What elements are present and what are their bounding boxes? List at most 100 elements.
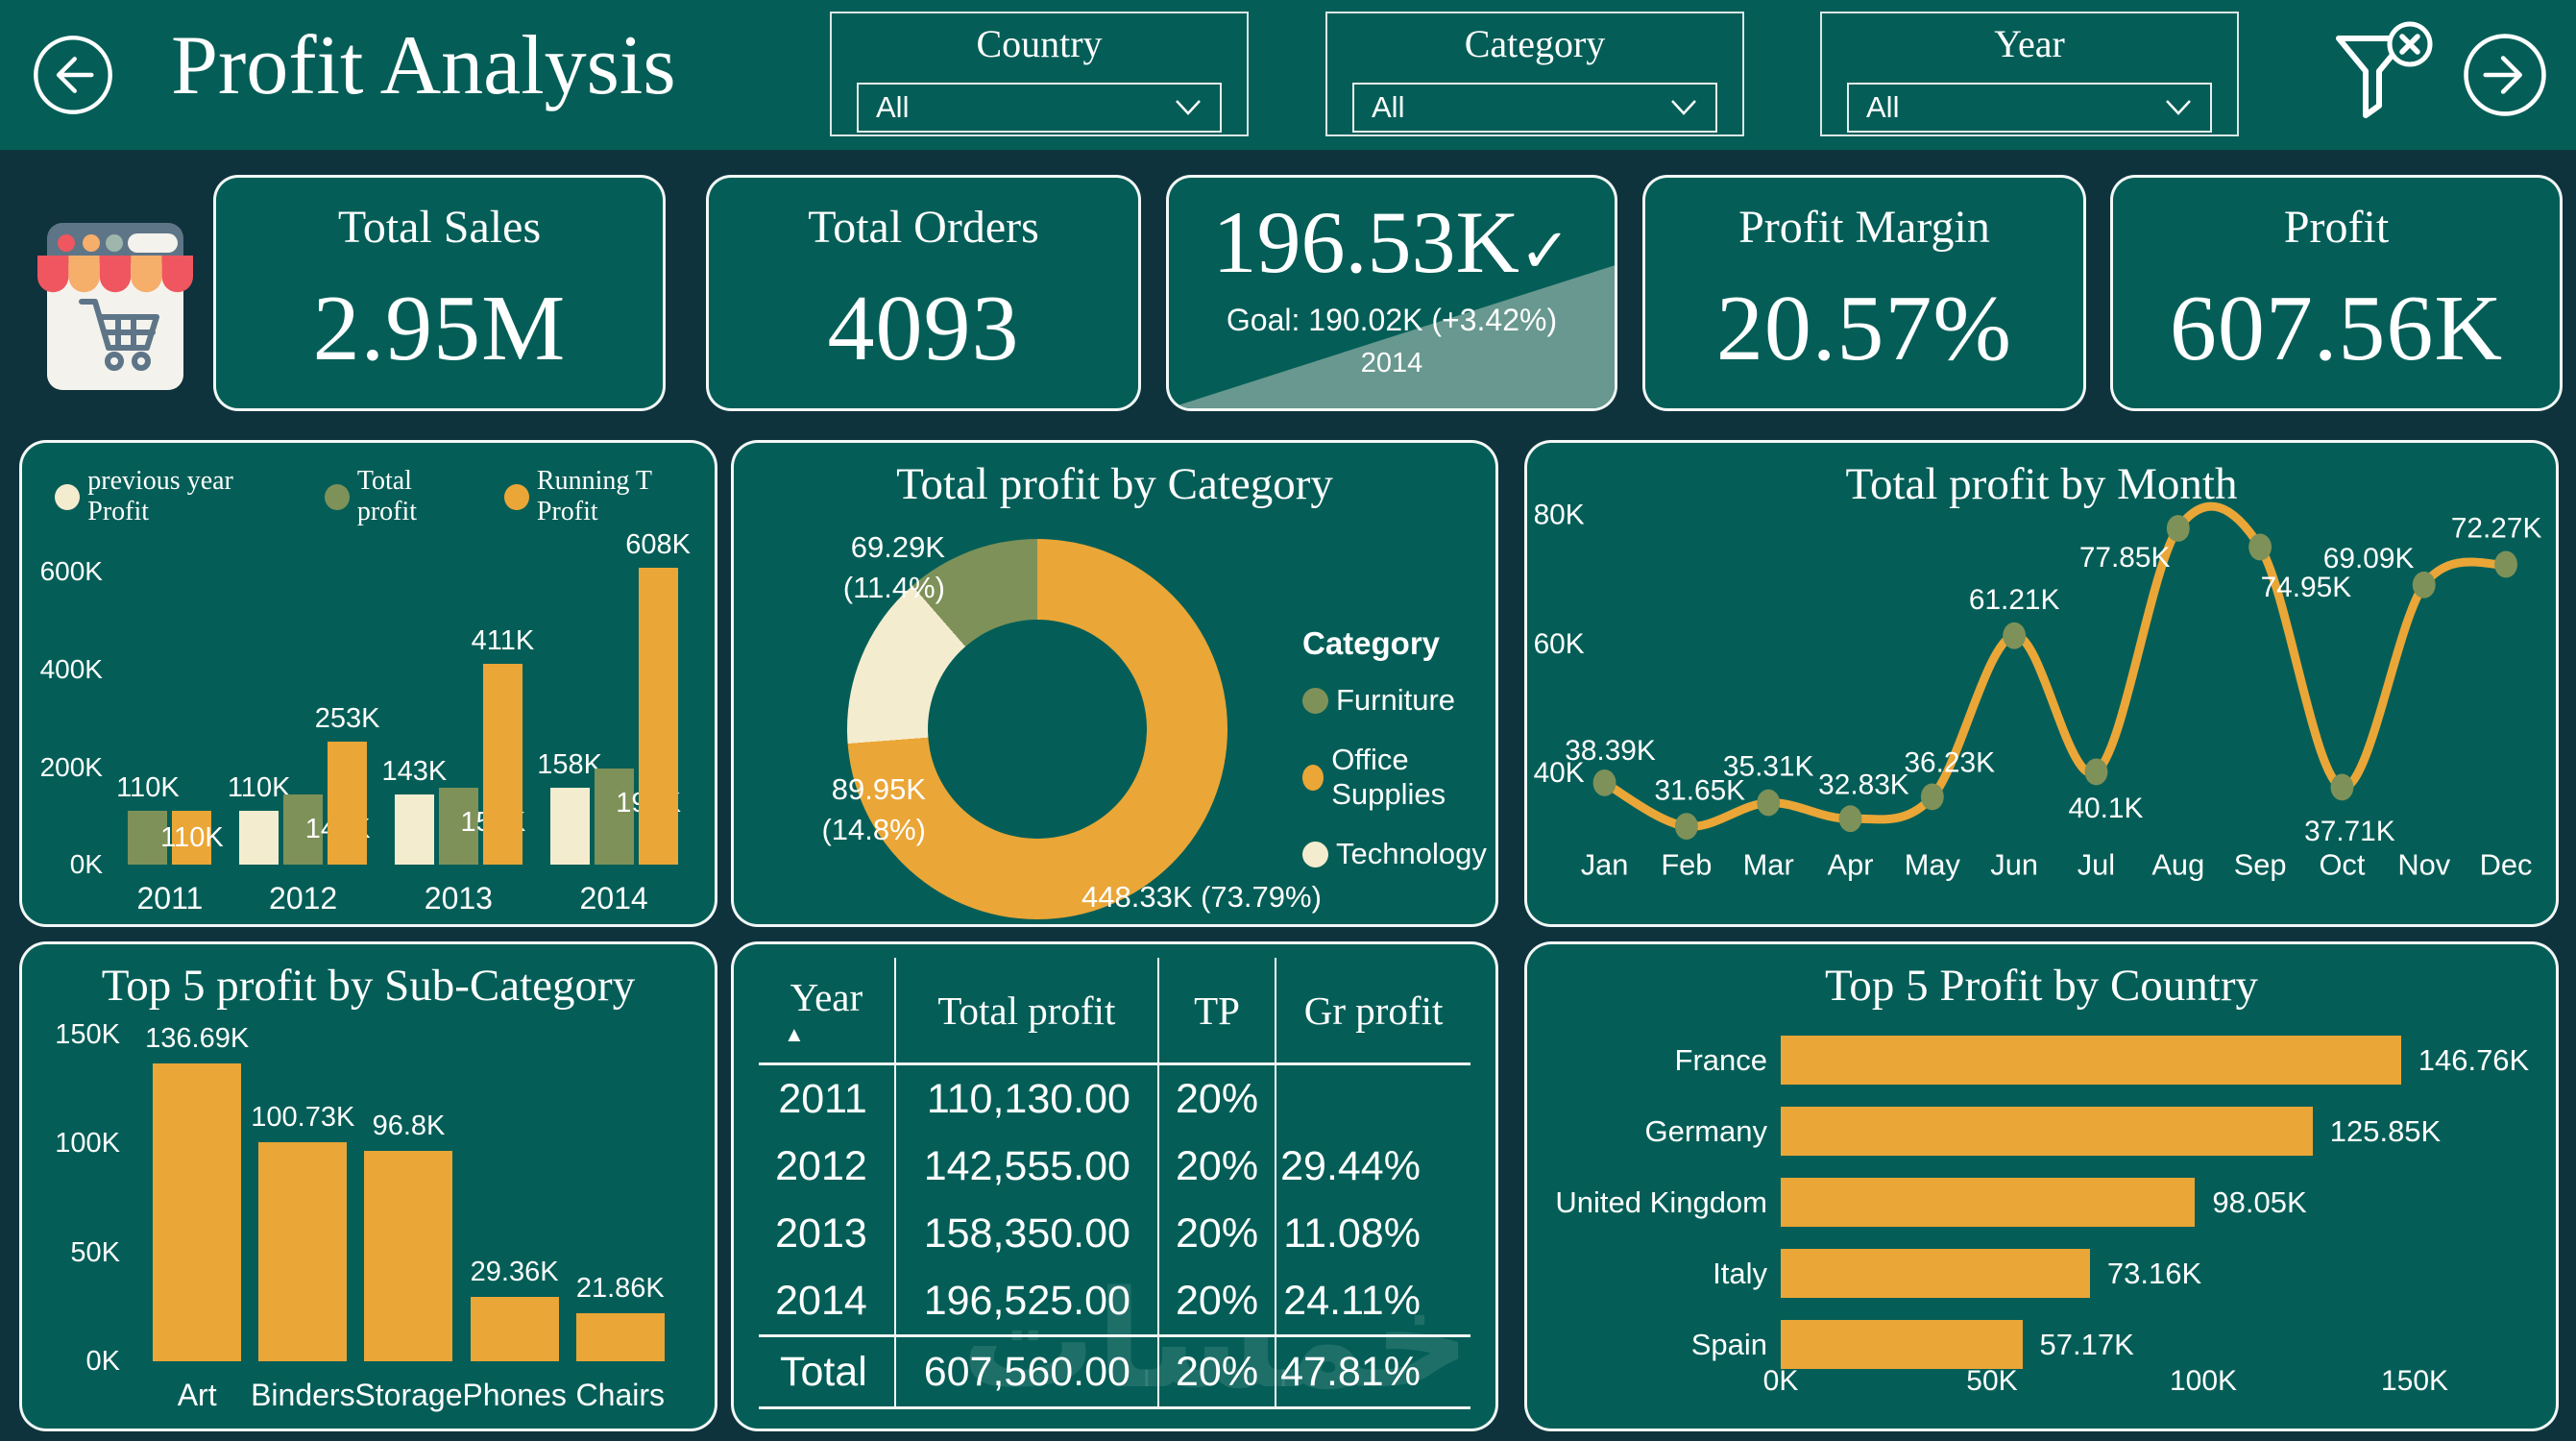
table-profit-by-year: Year ▲ Total profit TP Gr profit 2011 110,130.…: [731, 941, 1498, 1431]
line-plot[interactable]: 40K 60K 80K Jan Feb Mar Apr May Jun Jul Aug Sep Oct N…: [1527, 443, 2556, 927]
bar-2013-Running T Profit[interactable]: 411K: [472, 625, 534, 865]
arrow-left-icon: [34, 36, 112, 114]
callout-furniture: 69.29K (11.4%): [757, 527, 945, 608]
legend-label: Technology: [1336, 837, 1487, 870]
bar-2014-Total profit[interactable]: 197K: [594, 769, 681, 865]
bar-2011-Total profit[interactable]: 110K: [116, 772, 180, 865]
bar-United Kingdom[interactable]: [1781, 1178, 2196, 1227]
legend-dot: [324, 483, 350, 510]
country-row-france: France 146.76K: [1527, 1033, 2537, 1087]
slicer-country-dropdown[interactable]: All: [857, 83, 1222, 133]
slicer-year-dropdown[interactable]: All: [1847, 83, 2212, 133]
bar-group: 21.86K Chairs: [575, 1027, 665, 1412]
bar-2014-previous year Profit[interactable]: 158K: [537, 749, 602, 865]
table-cell: 158,350.00: [893, 1200, 1157, 1267]
legend-item: previous year Profit: [55, 466, 296, 527]
country-label: United Kingdom: [1555, 1185, 1767, 1219]
x-axis-label: Apr: [1828, 847, 1874, 881]
callout-line: (11.4%): [842, 571, 945, 604]
bar-Chairs[interactable]: 21.86K: [575, 1273, 665, 1361]
table-cell: 2013: [775, 1209, 867, 1257]
data-point-Feb[interactable]: [1674, 813, 1698, 841]
data-point-Nov[interactable]: [2412, 571, 2436, 598]
back-button[interactable]: [31, 33, 115, 117]
legend-dot: [1302, 764, 1324, 791]
callout-technology: 89.95K (14.8%): [747, 769, 926, 850]
page-title: Profit Analysis: [171, 19, 676, 112]
bar-2012-previous year Profit[interactable]: 110K: [228, 772, 290, 865]
x-axis-label: Chairs: [575, 1378, 666, 1412]
bar-2011-Running T Profit[interactable]: 110K: [160, 811, 224, 865]
data-label: 37.71K: [2304, 816, 2395, 847]
bar-2013-Total profit[interactable]: 158K: [438, 787, 525, 865]
data-point-Jul[interactable]: [2084, 758, 2108, 786]
data-point-Oct[interactable]: [2330, 773, 2354, 801]
data-point-Sep[interactable]: [2248, 533, 2272, 561]
x-axis-label: Feb: [1661, 847, 1712, 881]
data-point-Apr[interactable]: [1838, 805, 1862, 833]
table-total-cell: 607,560.00: [893, 1334, 1157, 1409]
slicer-country-value: All: [876, 90, 910, 124]
donut-chart[interactable]: [847, 539, 1227, 919]
x-axis-label: Sep: [2234, 847, 2287, 881]
legend-dot: [503, 483, 529, 510]
bar-Storage[interactable]: 96.8K: [364, 1111, 453, 1361]
table-cell: 24.11%: [1275, 1267, 1470, 1334]
data-label: 31.65K: [1655, 774, 1746, 806]
bar-France[interactable]: [1781, 1036, 2401, 1085]
table-total-cell: Total: [759, 1334, 894, 1409]
kpi-value: 4093: [827, 277, 1020, 380]
bar-rows: France 146.76K Germany 125.85K United Kingdo…: [1527, 1033, 2537, 1372]
chart-profit-by-year: previous year Profit Total profit Running …: [19, 440, 717, 927]
legend: previous year Profit Total profit Running …: [55, 466, 715, 527]
x-axis-tick: 50K: [1966, 1365, 2018, 1397]
kpi-value: 2.95M: [312, 277, 567, 380]
bar-value-label: 158K: [537, 748, 602, 780]
y-axis-tick: 100K: [55, 1128, 120, 1160]
table-cell: 2012: [775, 1142, 867, 1189]
x-axis-label: Mar: [1743, 847, 1794, 881]
bar-Art[interactable]: 136.69K: [145, 1023, 249, 1361]
bar-2014-Running T Profit[interactable]: 608K: [625, 529, 691, 865]
bar-2012-Running T Profit[interactable]: 253K: [315, 703, 379, 865]
bar-Germany[interactable]: [1781, 1107, 2313, 1156]
data-point-Aug[interactable]: [2166, 515, 2190, 542]
chart-top5-country: Top 5 Profit by Country France 146.76K Ger…: [1524, 941, 2559, 1431]
country-row-germany: Germany 125.85K: [1527, 1104, 2537, 1159]
bar-value-label: 98.05K: [2212, 1185, 2307, 1219]
data-point-Mar[interactable]: [1757, 789, 1781, 817]
country-label: Spain: [1690, 1327, 1767, 1361]
bar-Binders[interactable]: 100.73K: [251, 1102, 354, 1361]
table-cell: 29.44%: [1275, 1133, 1470, 1200]
data-point-Dec[interactable]: [2494, 550, 2518, 578]
header-label: Total profit: [937, 988, 1116, 1033]
legend-label: Total profit: [356, 466, 418, 526]
table-cell: 142,555.00: [893, 1133, 1157, 1200]
chart-top5-subcategory: Top 5 profit by Sub-Category 136.69K Art 1…: [19, 941, 717, 1431]
y-axis-tick: 50K: [70, 1236, 120, 1268]
data-point-May[interactable]: [1920, 783, 1944, 811]
forward-button[interactable]: [2461, 31, 2549, 119]
bar-Phones[interactable]: 29.36K: [470, 1257, 559, 1361]
bar-value-label: 110K: [116, 772, 180, 804]
slicer-category-dropdown[interactable]: All: [1352, 83, 1717, 133]
bar-plot: 136.69K Art 100.73K Binders 96.8K Storage 29.3…: [135, 1023, 682, 1412]
arrow-right-icon: [2464, 34, 2546, 116]
chart-profit-by-category: Total profit by Category 69.29K (11.4%) 8…: [731, 440, 1498, 927]
bar-Spain[interactable]: [1781, 1320, 2023, 1369]
data-point-Jan[interactable]: [1592, 769, 1616, 796]
kpi-profit: Profit 607.56K: [2110, 175, 2563, 411]
clear-filters-button[interactable]: [2329, 17, 2437, 131]
bar-2012-Total profit[interactable]: 143K: [283, 794, 370, 865]
data-label: 61.21K: [1969, 584, 2060, 616]
bar-value-label: 146.76K: [2418, 1042, 2530, 1077]
bar-2013-previous year Profit[interactable]: 143K: [382, 756, 447, 865]
x-axis-label: Jan: [1581, 847, 1629, 881]
bar-Italy[interactable]: [1781, 1249, 2090, 1298]
y-axis-tick: 600K: [39, 556, 103, 587]
country-row-italy: Italy 73.16K: [1527, 1246, 2537, 1301]
kpi-title: Total Orders: [808, 202, 1039, 253]
x-axis-label: Aug: [2151, 847, 2204, 881]
x-axis-label: May: [1905, 847, 1961, 881]
data-point-Jun[interactable]: [2003, 622, 2027, 649]
